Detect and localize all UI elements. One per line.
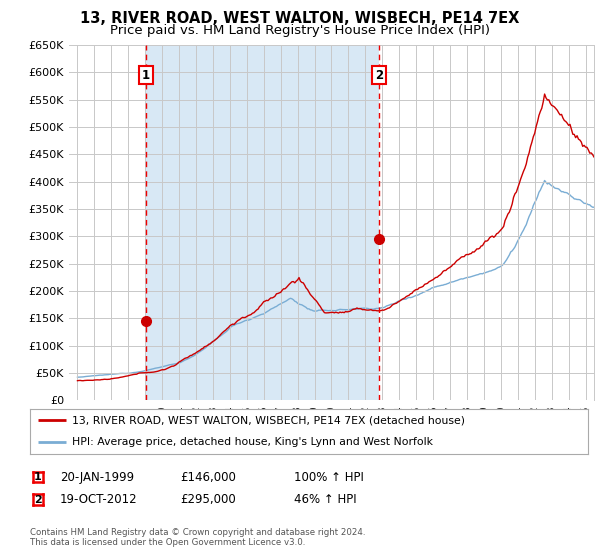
Text: 13, RIVER ROAD, WEST WALTON, WISBECH, PE14 7EX: 13, RIVER ROAD, WEST WALTON, WISBECH, PE…	[80, 11, 520, 26]
Text: 2: 2	[34, 494, 41, 505]
Text: Contains HM Land Registry data © Crown copyright and database right 2024.
This d: Contains HM Land Registry data © Crown c…	[30, 528, 365, 547]
Text: 13, RIVER ROAD, WEST WALTON, WISBECH, PE14 7EX (detached house): 13, RIVER ROAD, WEST WALTON, WISBECH, PE…	[72, 416, 465, 426]
Text: 1: 1	[34, 472, 41, 482]
Text: 2: 2	[375, 68, 383, 82]
Text: 100% ↑ HPI: 100% ↑ HPI	[294, 470, 364, 484]
Text: £295,000: £295,000	[180, 493, 236, 506]
Text: 20-JAN-1999: 20-JAN-1999	[60, 470, 134, 484]
Bar	[146, 45, 379, 400]
Text: HPI: Average price, detached house, King's Lynn and West Norfolk: HPI: Average price, detached house, King…	[72, 437, 433, 447]
Text: £146,000: £146,000	[180, 470, 236, 484]
Text: 46% ↑ HPI: 46% ↑ HPI	[294, 493, 356, 506]
Text: 1: 1	[142, 68, 150, 82]
Text: 19-OCT-2012: 19-OCT-2012	[60, 493, 137, 506]
Text: Price paid vs. HM Land Registry's House Price Index (HPI): Price paid vs. HM Land Registry's House …	[110, 24, 490, 37]
